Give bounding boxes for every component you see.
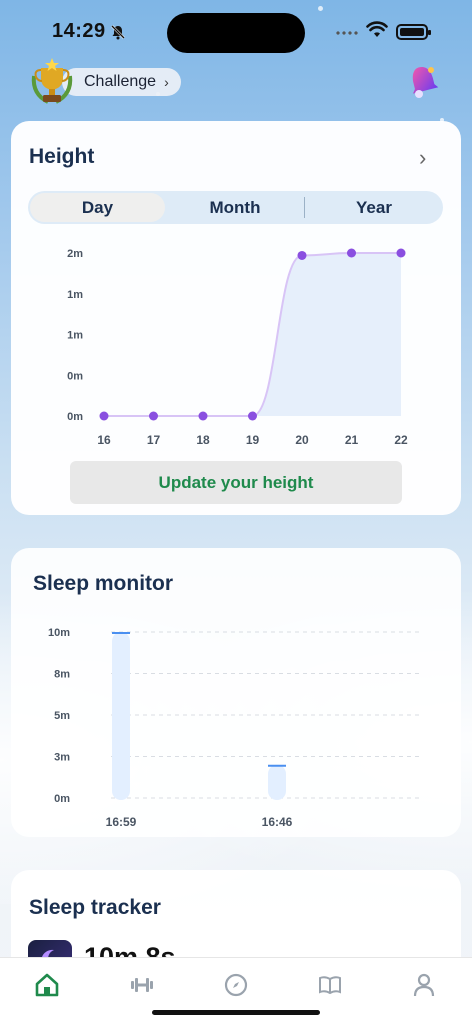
- home-indicator: [152, 1010, 320, 1015]
- sleep-bar: [268, 764, 286, 800]
- dumbbell-icon[interactable]: [128, 971, 156, 999]
- x-tick-label: 16:59: [106, 815, 137, 829]
- height-card: Height › Day Month Year 2m 1m 1m 0m 0m 16 17 18…: [11, 121, 461, 515]
- sleep-bar: [112, 632, 130, 800]
- book-icon[interactable]: [316, 971, 344, 999]
- height-data-point: [248, 411, 257, 421]
- y-tick-label: 2m: [67, 248, 83, 260]
- height-data-point: [198, 411, 208, 421]
- silent-mode-icon: [110, 24, 126, 44]
- x-tick-label: 18: [196, 433, 210, 447]
- status-time: 14:29: [52, 20, 106, 42]
- height-data-point: [99, 411, 109, 421]
- height-data-point: [297, 250, 307, 260]
- x-tick-label: 19: [246, 433, 260, 447]
- x-tick-label: 17: [147, 433, 161, 447]
- sleep-tracker-title: Sleep tracker: [29, 896, 161, 919]
- y-tick-label: 3m: [54, 752, 70, 764]
- x-tick-label: 16: [97, 433, 111, 447]
- height-data-point: [347, 248, 356, 258]
- y-tick-label: 0m: [67, 370, 83, 382]
- challenge-button[interactable]: Challenge ›: [28, 55, 181, 109]
- update-height-button[interactable]: Update your height: [70, 461, 402, 504]
- home-icon[interactable]: [33, 971, 61, 999]
- snowflake: [318, 6, 323, 11]
- signal-icon: [335, 31, 359, 35]
- period-segmented-control: Day Month Year: [28, 191, 443, 224]
- notification-bell-icon[interactable]: [404, 62, 440, 100]
- x-tick-label: 21: [345, 433, 359, 447]
- sleep-chart: 10m 8m 5m 3m 0m 16:59 16:46: [48, 627, 421, 829]
- height-chart: 2m 1m 1m 0m 0m 16 17 18 19 20 21 22: [67, 248, 408, 447]
- height-area-fill: [252, 253, 401, 416]
- y-tick-label: 1m: [67, 289, 83, 301]
- tab-year[interactable]: Year: [356, 197, 392, 217]
- dynamic-island: [167, 13, 305, 53]
- y-tick-label: 0m: [54, 793, 70, 805]
- x-tick-label: 20: [295, 433, 309, 447]
- chevron-right-icon[interactable]: ›: [419, 145, 427, 170]
- y-tick-label: 8m: [54, 669, 70, 681]
- y-tick-label: 1m: [67, 330, 83, 342]
- y-tick-label: 0m: [67, 411, 83, 423]
- sleep-monitor-card: Sleep monitor 10m 8m 5m 3m 0m 16:59 16:46: [11, 548, 461, 837]
- tab-day[interactable]: Day: [30, 193, 165, 222]
- snowflake: [440, 118, 444, 122]
- height-data-point: [396, 248, 406, 258]
- wifi-icon: [366, 21, 388, 44]
- battery-icon: [396, 24, 431, 40]
- tab-month[interactable]: Month: [209, 197, 261, 217]
- height-title: Height: [29, 145, 95, 168]
- y-tick-label: 10m: [48, 627, 70, 639]
- y-tick-label: 5m: [54, 710, 70, 722]
- x-tick-label: 22: [394, 433, 408, 447]
- compass-icon[interactable]: [222, 971, 250, 999]
- segment-divider: [304, 197, 305, 218]
- sleep-monitor-title: Sleep monitor: [33, 572, 174, 595]
- profile-icon[interactable]: [410, 971, 438, 999]
- challenge-pill[interactable]: Challenge ›: [62, 68, 181, 96]
- status-bar: 14:29: [0, 0, 472, 60]
- trophy-icon: [28, 56, 76, 108]
- chevron-right-icon: ›: [164, 74, 169, 90]
- challenge-label: Challenge: [84, 73, 157, 90]
- x-tick-label: 16:46: [262, 815, 293, 829]
- height-data-point: [149, 411, 158, 421]
